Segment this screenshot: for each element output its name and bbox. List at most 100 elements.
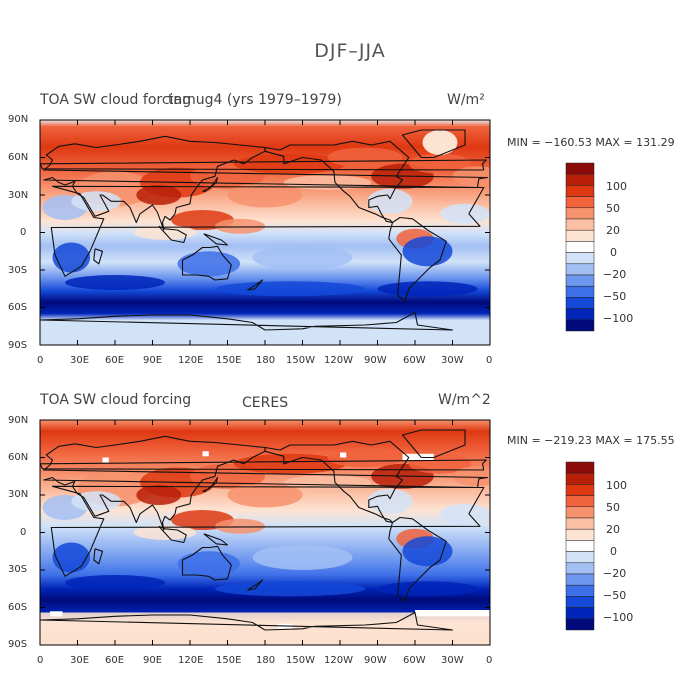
colorbar-swatch: [565, 252, 595, 265]
coastline: [158, 525, 187, 544]
colorbar-swatch: [565, 196, 595, 209]
colorbar-label: 50: [606, 501, 620, 514]
colorbar-swatch: [565, 263, 595, 276]
colorbar-swatch: [565, 162, 595, 175]
xtick: 120W: [324, 655, 353, 666]
xtick: 60W: [403, 655, 426, 666]
colorbar-label: 0: [610, 545, 617, 558]
colorbar-swatch: [565, 297, 595, 309]
colorbar-swatch: [565, 607, 595, 620]
field-patch: [377, 281, 478, 297]
xtick: 30W: [441, 355, 464, 366]
missing-data: [102, 457, 109, 463]
coastline: [50, 485, 485, 577]
xtick: 150E: [216, 355, 242, 366]
ytick: 30N: [8, 190, 29, 201]
field-patch: [283, 175, 372, 190]
coastline: [40, 159, 487, 171]
colorbar-label: 20: [606, 523, 620, 536]
colorbar-swatch: [565, 596, 595, 608]
coastline: [202, 176, 219, 192]
field-patch: [452, 466, 490, 487]
figure-title: DJF–JJA: [314, 40, 386, 62]
ytick: 90S: [8, 340, 28, 351]
field-patch: [136, 485, 182, 505]
xtick: 30W: [441, 655, 464, 666]
xtick: 0: [486, 355, 493, 366]
panel1-units: W/m²: [447, 92, 485, 108]
colorbar-swatch: [565, 495, 595, 508]
coastline: [202, 476, 219, 492]
panel1-map: [39, 119, 491, 346]
colorbar-label: −20: [603, 567, 627, 580]
field-patch: [377, 581, 478, 597]
field-patch: [52, 242, 91, 273]
field-patch: [283, 475, 372, 490]
colorbar-swatch: [565, 229, 595, 242]
coastline: [40, 611, 454, 631]
field-patch: [52, 542, 91, 573]
field-patch: [367, 188, 413, 214]
coastline: [181, 545, 232, 581]
ytick: 60S: [8, 302, 28, 313]
ytick: 90S: [8, 639, 28, 650]
coastline: [203, 533, 229, 546]
colorbar-swatch: [565, 472, 595, 485]
field-patch: [367, 488, 413, 514]
field-patch: [215, 518, 265, 534]
coastline: [93, 548, 104, 565]
xtick: 120W: [324, 355, 353, 366]
field-patch: [65, 275, 165, 290]
field-patch: [65, 575, 165, 590]
field-patch: [215, 218, 265, 234]
colorbar-label: −100: [603, 312, 634, 325]
xtick: 90W: [364, 655, 387, 666]
colorbar-label: 20: [606, 224, 620, 237]
coastline: [264, 440, 410, 524]
xtick: 150W: [286, 655, 315, 666]
xtick: 0: [486, 655, 493, 666]
panel2-stats: MIN = −219.23 MAX = 175.55: [507, 434, 675, 447]
ytick: 30S: [8, 265, 28, 276]
ytick: 90N: [8, 415, 29, 426]
field-patch: [252, 245, 353, 270]
field-patch: [252, 545, 353, 570]
xtick: 120E: [178, 655, 204, 666]
colorbar-label: −50: [603, 589, 627, 602]
panel2-units: W/m^2: [438, 392, 491, 408]
coastline: [264, 140, 410, 224]
colorbar-swatch: [565, 562, 595, 575]
xtick: 0: [37, 355, 44, 366]
panel1-title-center: tamug4 (yrs 1979–1979): [168, 92, 342, 108]
coastline: [50, 185, 485, 277]
field-patch: [136, 185, 182, 205]
colorbar-swatch: [565, 540, 595, 552]
field-patch: [440, 503, 490, 524]
ytick: 60N: [8, 152, 29, 163]
xtick: 180: [256, 355, 276, 366]
xtick: 150W: [286, 355, 315, 366]
colorbar-label: −50: [603, 290, 627, 303]
xtick: 30E: [70, 655, 90, 666]
field-patch: [233, 453, 347, 474]
xtick: 30E: [70, 355, 90, 366]
field-patch: [215, 581, 365, 597]
colorbar-swatch: [565, 461, 595, 474]
coastline: [388, 216, 447, 302]
colorbar-swatch: [565, 308, 595, 321]
missing-data: [202, 451, 209, 457]
ytick: 0: [20, 527, 27, 538]
field-patch: [227, 482, 303, 508]
ytick: 60S: [8, 602, 28, 613]
colorbar-label: 100: [606, 479, 627, 492]
colorbar-swatch: [565, 618, 595, 631]
panel2-title-left: TOA SW cloud forcing: [40, 392, 192, 408]
panel2-map: [39, 419, 491, 646]
coastline: [43, 435, 489, 531]
coastline: [401, 429, 466, 459]
panel2-colorbar: [565, 461, 595, 631]
field-patch: [71, 491, 122, 512]
xtick: 60E: [105, 355, 125, 366]
field-patch: [327, 147, 403, 168]
